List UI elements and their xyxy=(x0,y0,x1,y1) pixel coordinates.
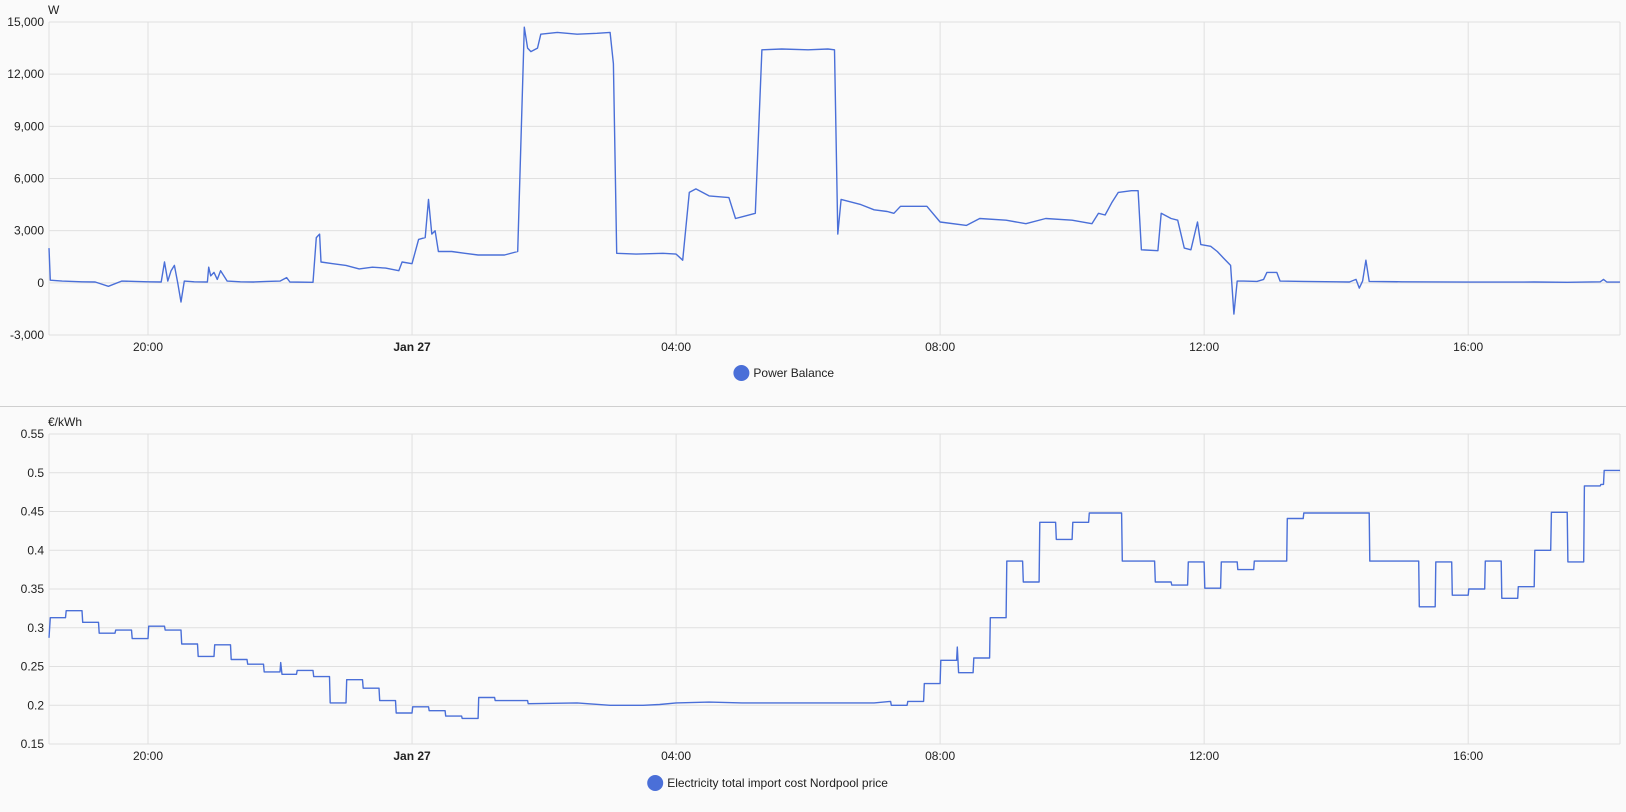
x-tick-label: 08:00 xyxy=(925,340,955,354)
y-tick-label: 0.45 xyxy=(21,505,45,519)
y-tick-label: 0.3 xyxy=(27,621,44,635)
x-tick-label: 08:00 xyxy=(925,749,955,763)
y-tick-label: 0.2 xyxy=(27,698,44,712)
y-tick-label: -3,000 xyxy=(10,328,44,342)
series-line xyxy=(48,469,1620,720)
x-tick-label: 16:00 xyxy=(1453,340,1483,354)
y-tick-label: 0.4 xyxy=(27,543,44,557)
x-tick-label: 16:00 xyxy=(1453,749,1483,763)
chart-divider xyxy=(0,406,1626,407)
y-tick-label: 15,000 xyxy=(7,15,44,29)
y-tick-label: 0.15 xyxy=(21,737,45,751)
legend-marker xyxy=(647,775,664,791)
series-line xyxy=(48,26,1621,315)
y-axis-unit: €/kWh xyxy=(48,415,82,429)
y-tick-label: 0.5 xyxy=(27,466,44,480)
x-tick-label: 20:00 xyxy=(133,340,163,354)
legend-label: Power Balance xyxy=(753,366,834,380)
y-tick-label: 12,000 xyxy=(7,67,44,81)
x-tick-label: Jan 27 xyxy=(393,340,431,354)
y-tick-label: 0.35 xyxy=(21,582,45,596)
x-tick-label: 04:00 xyxy=(661,340,691,354)
y-axis-unit: W xyxy=(48,3,60,17)
x-tick-label: 04:00 xyxy=(661,749,691,763)
x-tick-label: 12:00 xyxy=(1189,749,1219,763)
x-tick-label: 20:00 xyxy=(133,749,163,763)
y-tick-label: 0 xyxy=(37,276,44,290)
y-tick-label: 6,000 xyxy=(14,172,44,186)
x-tick-label: 12:00 xyxy=(1189,340,1219,354)
legend-label: Electricity total import cost Nordpool p… xyxy=(667,776,888,790)
legend-marker xyxy=(733,365,750,381)
y-tick-label: 9,000 xyxy=(14,119,44,133)
x-tick-label: Jan 27 xyxy=(393,749,431,763)
power-balance-chart: W 15,000 12,000 9,000 6,000 3,000 0 -3,000 20:00… xyxy=(7,3,1621,381)
y-tick-label: 0.55 xyxy=(21,427,45,441)
y-tick-label: 0.25 xyxy=(21,660,45,674)
y-tick-label: 3,000 xyxy=(14,224,44,238)
